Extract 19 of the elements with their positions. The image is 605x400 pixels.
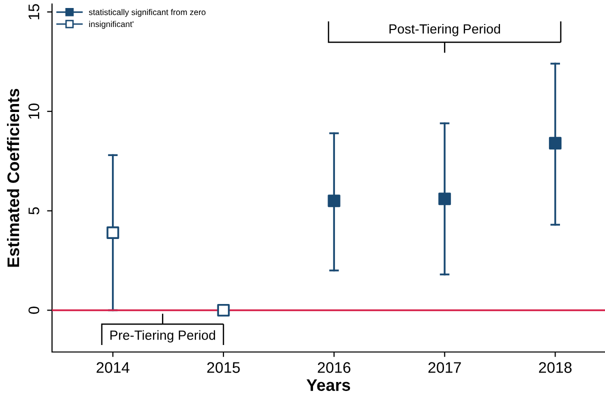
y-tick-label: 10 <box>28 103 40 119</box>
annotation: Pre-Tiering Period <box>110 330 216 342</box>
y-tick-label: 5 <box>28 207 40 214</box>
x-tick-label: 2014 <box>96 362 130 373</box>
x-axis-title: Years <box>306 379 350 391</box>
point <box>438 192 451 206</box>
x-tick-label: 2018 <box>539 362 572 373</box>
x-tick-label: 2016 <box>318 362 350 373</box>
y-tick-label: 0 <box>28 306 40 314</box>
point <box>106 226 120 239</box>
legend-label: insignificant' <box>89 20 134 29</box>
y-axis-title: Estimated Coefficients <box>6 88 20 267</box>
x-tick-label: 2017 <box>428 362 461 373</box>
point <box>328 194 340 208</box>
y-tick-label: 15 <box>28 4 40 20</box>
point <box>217 304 230 317</box>
point <box>548 136 562 150</box>
x-tick-label: 2015 <box>207 362 240 373</box>
legend-label: statistically significant from zero <box>88 9 206 17</box>
